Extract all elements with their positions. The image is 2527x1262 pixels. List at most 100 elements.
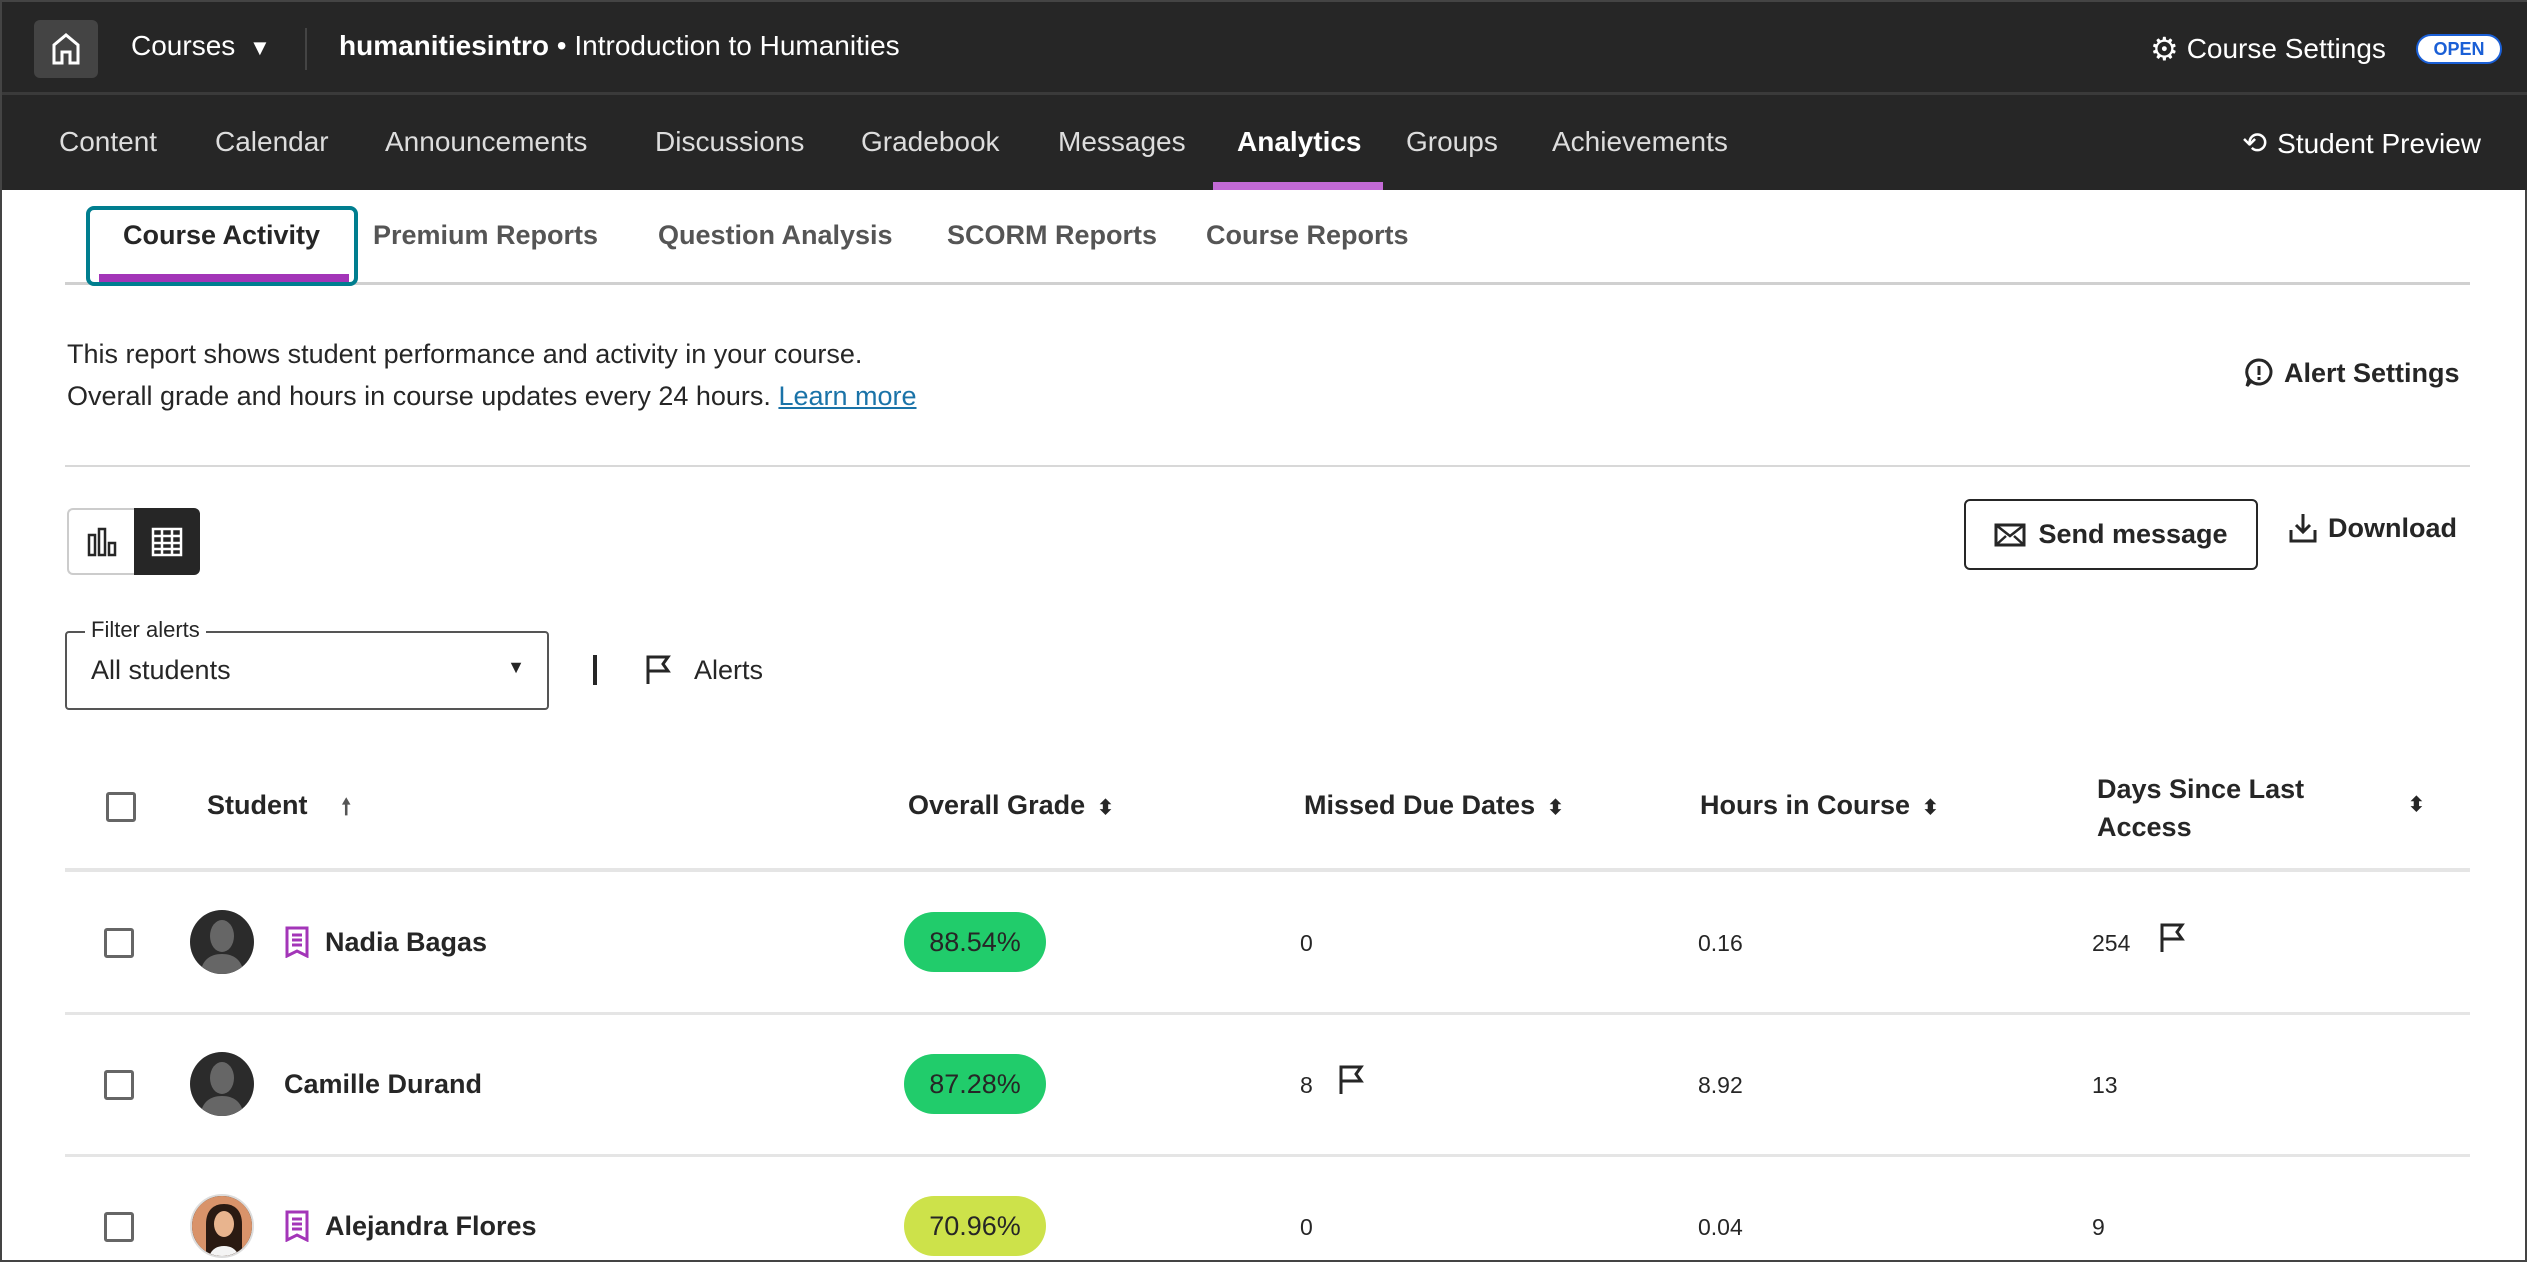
student-name[interactable]: Alejandra Flores: [325, 1211, 537, 1241]
gear-icon: ⚙: [2150, 31, 2179, 67]
nav-discussions[interactable]: Discussions: [655, 126, 805, 157]
table-row: Nadia Bagas 88.54% 0 0.16 254: [2, 906, 2527, 978]
nav-gradebook[interactable]: Gradebook: [861, 126, 1000, 157]
column-hours-in-course[interactable]: Hours in Course ⬍: [1700, 790, 1939, 820]
missed-due-dates: 8: [1300, 1072, 1313, 1098]
nav-announcements[interactable]: Announcements: [385, 126, 588, 157]
flag-icon: [1337, 1064, 1365, 1101]
avatar: [190, 1052, 254, 1116]
envelope-icon: [1994, 523, 2026, 546]
caret-down-icon: ▼: [249, 35, 271, 60]
divider: [65, 465, 2470, 467]
active-subtab-indicator: [99, 274, 349, 282]
days-since-last-access: 13: [2092, 1072, 2118, 1098]
courses-menu[interactable]: Courses ▼: [131, 30, 271, 62]
flag-icon: [2158, 922, 2186, 959]
table-icon: [151, 527, 183, 556]
column-missed-due-dates[interactable]: Missed Due Dates ⬍: [1304, 790, 1564, 820]
sort-icon[interactable]: ⬍: [2408, 794, 2425, 816]
caret-down-icon: ▼: [507, 657, 525, 677]
active-nav-indicator: [1213, 182, 1383, 190]
sort-icon: ⬍: [1547, 797, 1564, 819]
row-divider: [65, 1012, 2470, 1015]
row-checkbox[interactable]: [104, 928, 134, 958]
select-all-checkbox[interactable]: [106, 792, 136, 822]
grade-pill: 88.54%: [904, 912, 1046, 972]
row-divider: [65, 1154, 2470, 1157]
alerts-filter[interactable]: Alerts: [644, 654, 763, 686]
hours-in-course: 8.92: [1698, 1072, 1743, 1098]
accommodation-icon: [284, 1210, 310, 1247]
student-name[interactable]: Nadia Bagas: [325, 927, 488, 957]
hours-in-course: 0.16: [1698, 930, 1743, 956]
home-button[interactable]: [34, 20, 98, 78]
sort-icon: ⬍: [1097, 797, 1114, 819]
alerts-label: Alerts: [694, 654, 764, 685]
status-badge: OPEN: [2416, 34, 2502, 64]
header-divider: [65, 868, 2470, 872]
sort-icon: ⬍: [1922, 797, 1939, 819]
row-checkbox[interactable]: [104, 1070, 134, 1100]
column-overall-grade[interactable]: Overall Grade ⬍: [908, 790, 1114, 820]
course-title: humanitiesintro • Introduction to Humani…: [339, 30, 900, 61]
tab-question-analysis[interactable]: Question Analysis: [658, 220, 893, 250]
flag-icon: [646, 655, 671, 684]
separator: [593, 655, 597, 685]
description-line2: Overall grade and hours in course update…: [67, 381, 917, 411]
focus-ring: [86, 206, 358, 286]
nav-calendar[interactable]: Calendar: [215, 126, 329, 157]
days-since-last-access: 9: [2092, 1214, 2105, 1240]
alert-settings-button[interactable]: Alert Settings: [2244, 357, 2460, 389]
missed-due-dates: 0: [1300, 1214, 1313, 1240]
alert-icon: [2245, 358, 2273, 387]
send-message-button[interactable]: Send message: [1964, 499, 2258, 570]
table-row: Alejandra Flores 70.96% 0 0.04 9: [2, 1190, 2527, 1262]
table-view-button[interactable]: [134, 508, 200, 575]
divider: [305, 28, 307, 70]
bar-chart-icon: [87, 527, 116, 556]
subtab-divider: [65, 282, 2470, 285]
download-icon: [2289, 514, 2317, 543]
grade-pill: 70.96%: [904, 1196, 1046, 1256]
filter-value: All students: [91, 655, 231, 685]
avatar: [190, 1194, 254, 1258]
student-name[interactable]: Camille Durand: [284, 1069, 483, 1099]
student-preview-label: Student Preview: [2277, 127, 2482, 159]
tab-scorm-reports[interactable]: SCORM Reports: [947, 220, 1158, 250]
student-preview-button[interactable]: ⟲ Student Preview: [2242, 126, 2481, 161]
tab-course-reports[interactable]: Course Reports: [1206, 220, 1409, 250]
description-line1: This report shows student performance an…: [67, 339, 863, 369]
course-settings-button[interactable]: ⚙ Course Settings: [2150, 30, 2386, 68]
column-days-since-last-access[interactable]: Days Since Last Access: [2097, 774, 2305, 842]
nav-analytics[interactable]: Analytics: [1237, 126, 1362, 157]
nav-messages[interactable]: Messages: [1058, 126, 1186, 157]
grade-pill: 87.28%: [904, 1054, 1046, 1114]
nav-content[interactable]: Content: [59, 126, 158, 157]
missed-due-dates: 0: [1300, 930, 1313, 956]
alert-settings-label: Alert Settings: [2284, 357, 2460, 388]
nav-achievements[interactable]: Achievements: [1552, 126, 1728, 157]
sort-ascending-icon: 🠕: [341, 794, 351, 819]
hours-in-course: 0.04: [1698, 1214, 1743, 1240]
chart-view-button[interactable]: [67, 508, 134, 575]
download-label: Download: [2328, 512, 2457, 543]
home-icon: [52, 33, 80, 65]
filter-alerts-select[interactable]: Filter alerts All students ▼: [65, 617, 549, 710]
refresh-eye-icon: ⟲: [2242, 127, 2268, 160]
send-message-label: Send message: [2038, 519, 2228, 549]
days-since-last-access: 254: [2092, 930, 2131, 956]
tab-course-activity[interactable]: Course Activity: [123, 220, 321, 250]
top-bar: [2, 2, 2527, 95]
avatar: [190, 910, 254, 974]
learn-more-link[interactable]: Learn more: [778, 381, 917, 411]
course-nav: [2, 95, 2527, 190]
course-settings-label: Course Settings: [2186, 33, 2386, 64]
column-student[interactable]: Student 🠕: [207, 790, 351, 820]
table-row: Camille Durand 87.28% 8 8.92 13: [2, 1048, 2527, 1120]
download-button[interactable]: Download: [2288, 512, 2457, 544]
nav-groups[interactable]: Groups: [1406, 126, 1498, 157]
row-checkbox[interactable]: [104, 1212, 134, 1242]
courses-label: Courses: [131, 30, 236, 61]
tab-premium-reports[interactable]: Premium Reports: [373, 220, 599, 250]
filter-label: Filter alerts: [85, 617, 206, 643]
